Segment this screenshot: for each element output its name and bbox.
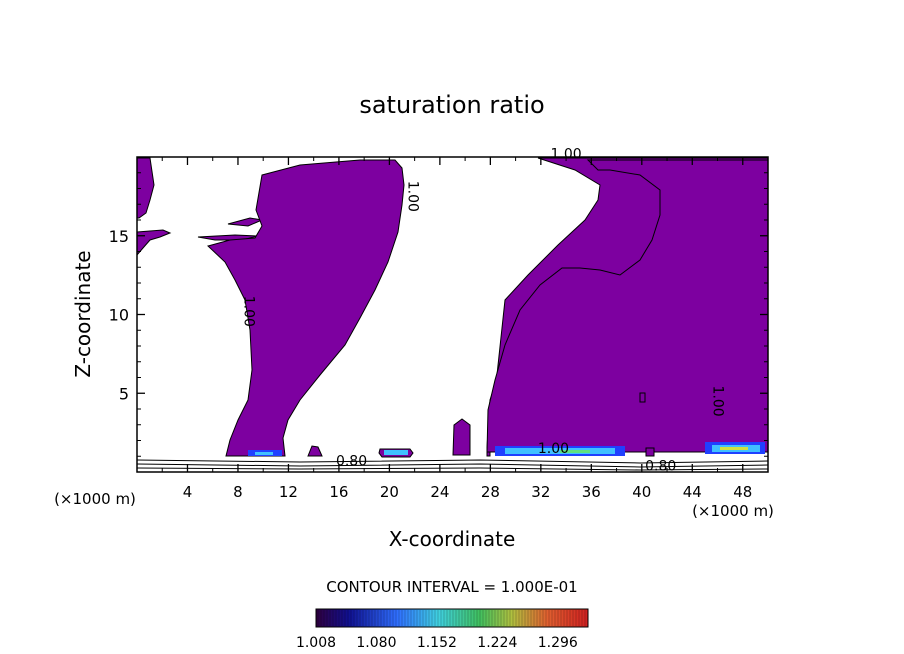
contour-label: 1.00 (710, 386, 726, 417)
x-tick-label: 44 (683, 483, 702, 501)
y-tick-label: 10 (109, 306, 129, 325)
fill-region-small-42 (645, 447, 655, 457)
high-band-1-core (255, 452, 273, 455)
contour-label: 1.00 (538, 441, 569, 457)
x-tick-label: 16 (329, 483, 348, 501)
x-unit-label-right: (×1000 m) (692, 502, 774, 520)
x-tick-label: 8 (233, 483, 243, 501)
colorbar-tick-label: 1.008 (296, 635, 336, 651)
fill-region-column-1 (207, 159, 405, 457)
y-axis: 5 10 15 (109, 172, 768, 457)
fill-region-blob-14 (307, 445, 323, 457)
plot-area: 1.001.001.001.000.801.000.80 4 8 12 16 20 24 2… (109, 147, 769, 501)
x-tick-label: 24 (430, 483, 449, 501)
y-tick-label: 15 (109, 227, 129, 246)
x-axis: 4 8 12 16 20 24 28 32 36 40 44 48 (161, 157, 752, 501)
chart-title: saturation ratio (359, 91, 544, 119)
contour-label: 1.00 (404, 181, 420, 212)
ground-contour-line (136, 463, 769, 468)
x-tick-label: 12 (279, 483, 298, 501)
contour-label: 0.80 (336, 454, 367, 470)
colorbar-tick-label: 1.080 (356, 635, 396, 651)
colorbar-stripes (317, 610, 586, 626)
x-tick-label: 48 (733, 483, 752, 501)
contour-label: 1.00 (240, 296, 256, 327)
high-band-4-yellow (720, 447, 748, 450)
x-tick-label: 36 (582, 483, 601, 501)
colorbar-tick-label: 1.296 (538, 635, 578, 651)
contour-label: 1.00 (550, 147, 581, 163)
high-band-2 (384, 450, 408, 455)
high-band-3-green (560, 450, 590, 453)
y-axis-label: Z-coordinate (71, 250, 95, 377)
fill-region-small-41 (639, 392, 646, 403)
x-unit-label-left: (×1000 m) (54, 490, 136, 508)
contour-interval-label: CONTOUR INTERVAL = 1.000E-01 (326, 578, 577, 596)
colorbar-tick-label: 1.224 (477, 635, 517, 651)
y-tick-label: 5 (119, 384, 129, 403)
ground-contour-line (136, 459, 769, 464)
contour-fill-regions (136, 157, 769, 458)
contour-label: 0.80 (645, 458, 676, 474)
fill-region-left-mid (136, 229, 172, 257)
ground-contour-lines (136, 459, 769, 471)
x-tick-label: 32 (531, 483, 550, 501)
x-tick-label: 20 (380, 483, 399, 501)
colorbar-tick-label: 1.152 (417, 635, 457, 651)
high-value-bands (248, 442, 765, 456)
x-tick-label: 28 (481, 483, 500, 501)
fill-region-spike-a (227, 217, 264, 227)
contour-labels: 1.00 1.00 1.00 1.00 0.80 1.00 0.80 (240, 147, 725, 475)
x-axis-label: X-coordinate (389, 527, 516, 551)
x-tick-label: 40 (632, 483, 651, 501)
x-tick-label: 4 (183, 483, 193, 501)
colorbar: 1.008 1.080 1.152 1.224 1.296 (296, 608, 589, 651)
fill-region-stalk (452, 418, 471, 456)
ground-contour-line (136, 467, 769, 471)
colorbar-gradient (315, 608, 589, 628)
colorbar-ticks: 1.008 1.080 1.152 1.224 1.296 (296, 635, 578, 651)
